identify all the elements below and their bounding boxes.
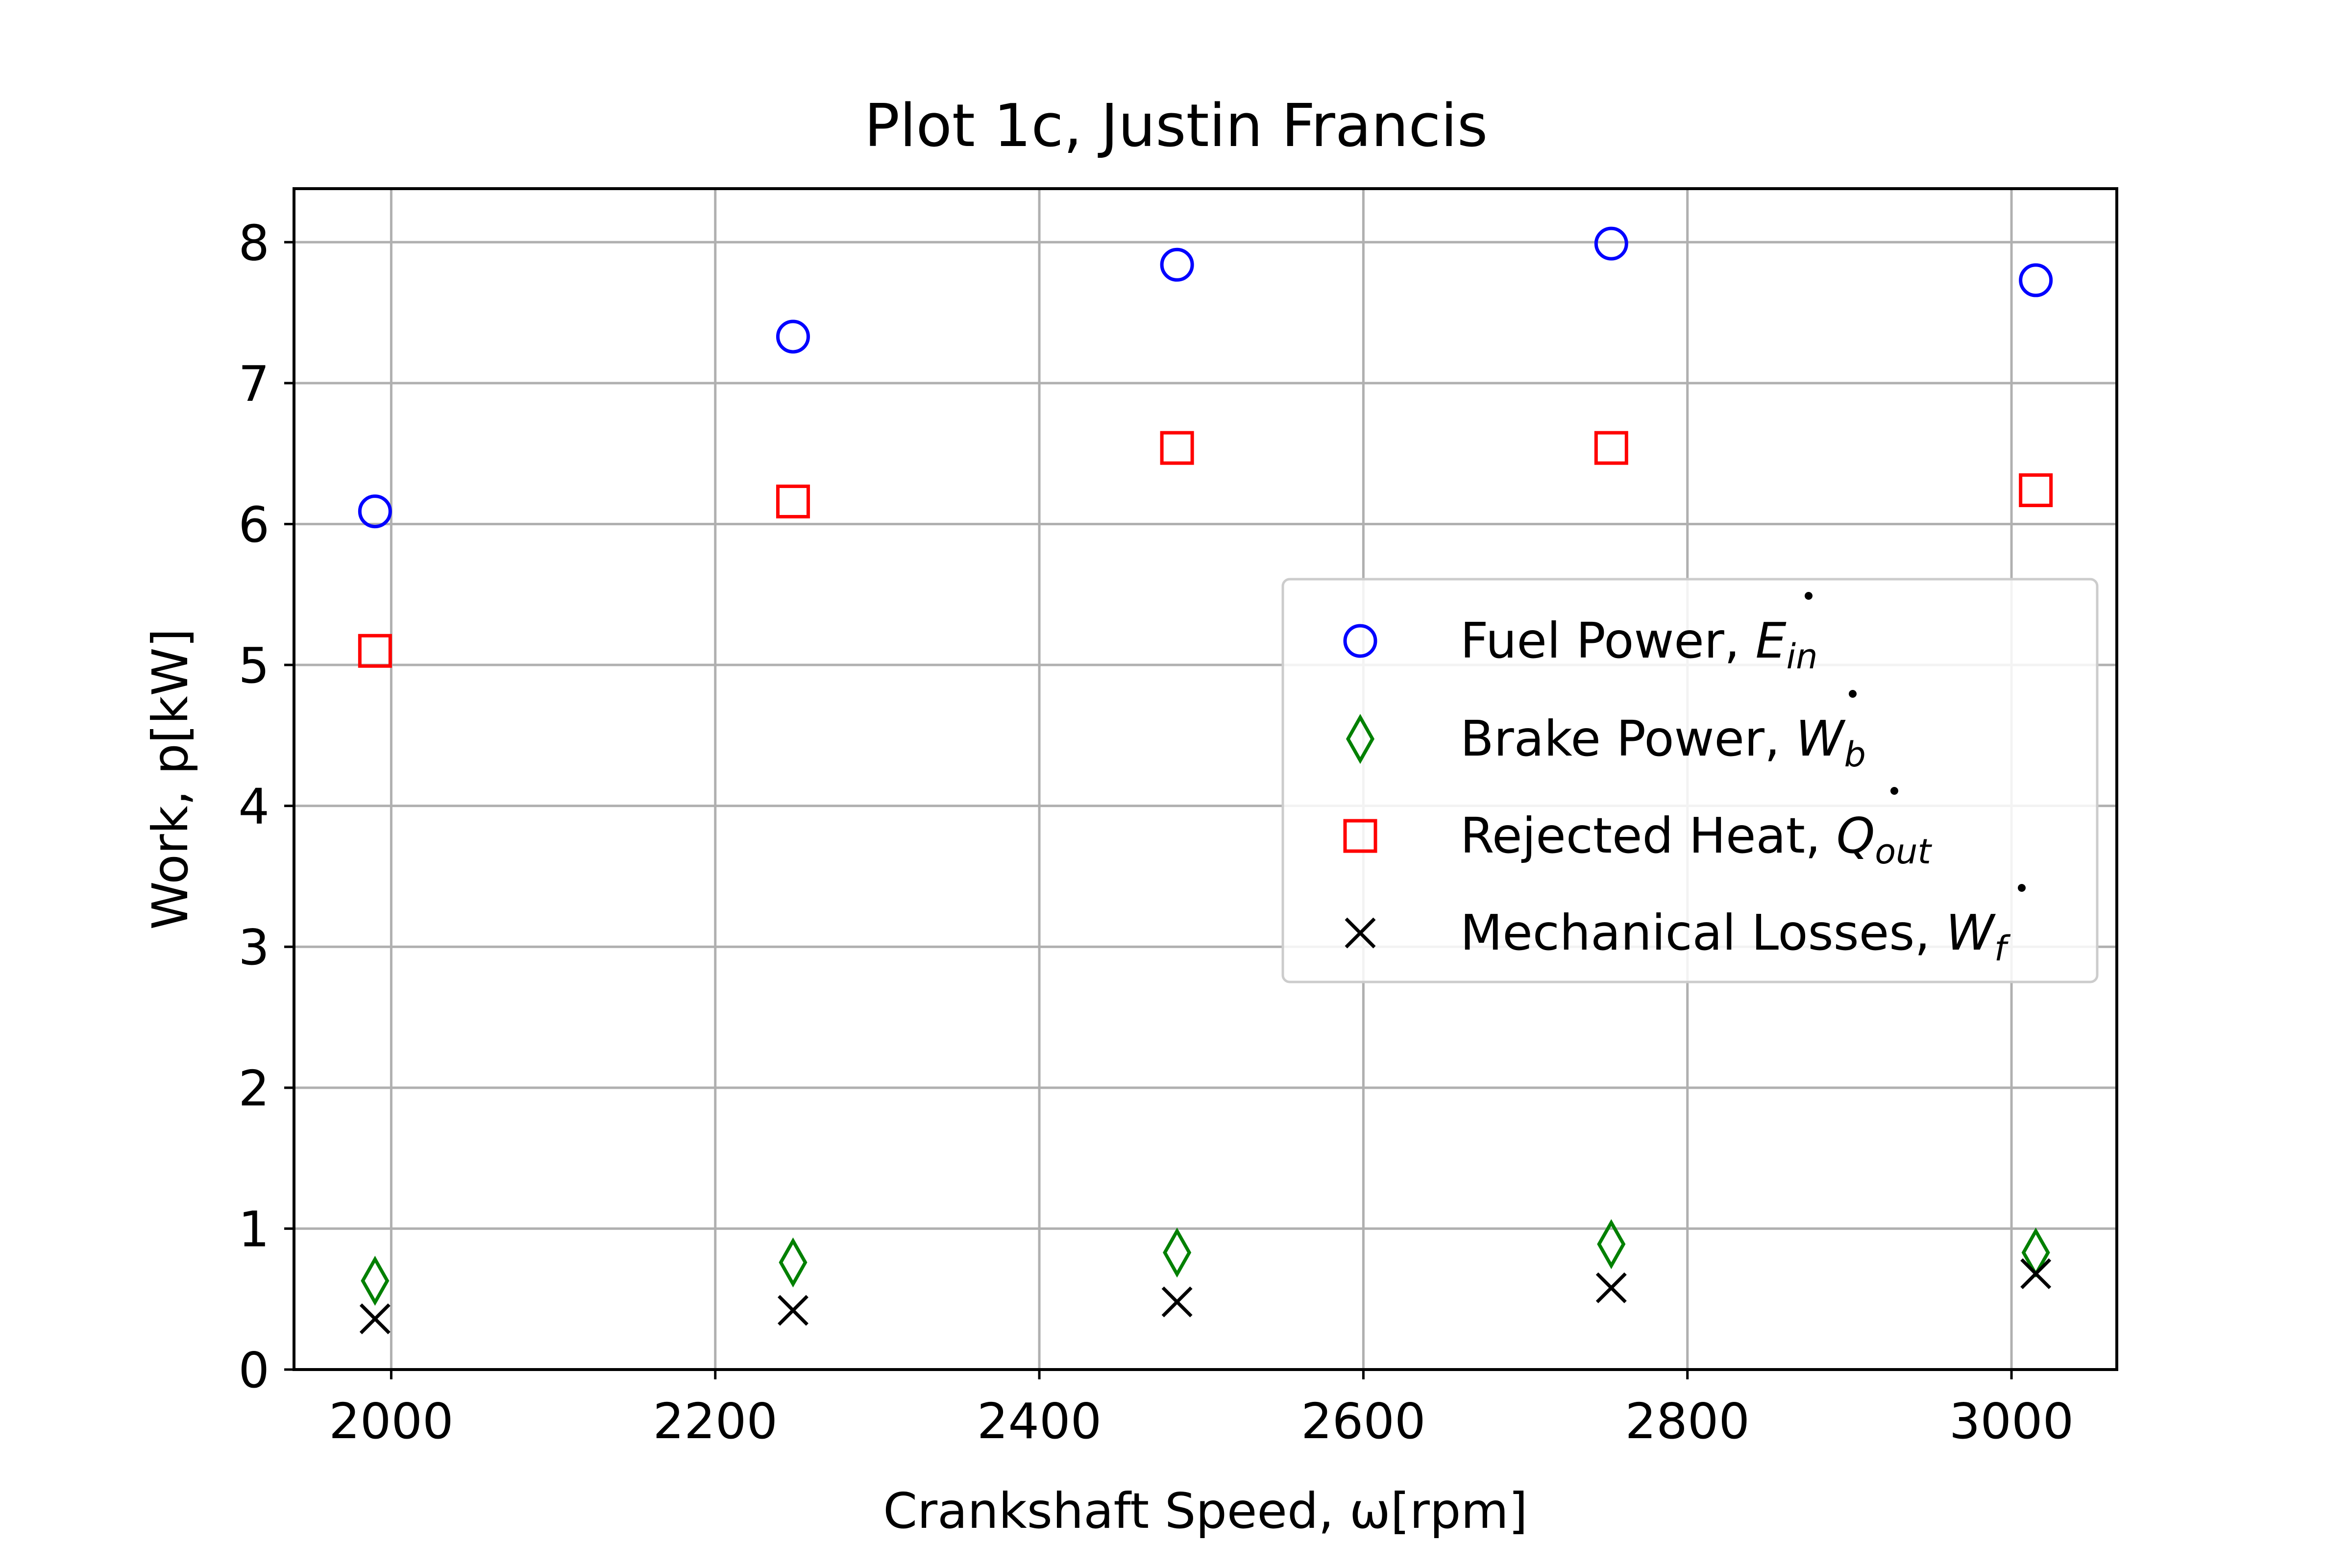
x-tick-label: 3000 [1949,1393,2074,1450]
legend-label-mech: Mechanical Losses, Wf [1460,904,2011,969]
legend: Fuel Power, Ein Brake Power, Wb Rejected H… [1281,578,2099,983]
y-tick-label: 6 [238,496,270,553]
fuel-point [358,494,392,529]
brake-point [1163,1227,1192,1278]
legend-marker-brake [1346,713,1375,764]
brake-point [361,1255,390,1306]
fuel-point [1160,247,1194,282]
legend-box [1281,578,2099,983]
y-axis-label: Work, p[kW] [142,628,199,930]
y-tick-label: 4 [238,778,270,835]
legend-label-fuel: Fuel Power, Ein [1460,612,1817,677]
fuel-point [2019,263,2053,297]
y-tick-label: 3 [238,919,270,976]
legend-dot-accent [2018,884,2026,892]
legend-marker-mech [1345,917,1376,949]
y-tick-label: 7 [238,355,270,413]
mech-point [777,1295,808,1326]
x-tick-label: 2000 [329,1393,454,1450]
heat-point [776,484,810,518]
y-tick-label: 1 [238,1200,270,1258]
chart-title: Plot 1c, Justin Francis [864,92,1488,160]
brake-point [1597,1219,1626,1270]
legend-label-heat: Rejected Heat, Qout [1460,807,1932,872]
x-tick-label: 2400 [977,1393,1102,1450]
legend-dot-accent [1890,787,1898,795]
y-tick-label: 8 [238,214,270,271]
y-tick-label: 5 [238,637,270,694]
mech-point [1595,1272,1627,1303]
legend-marker-heat [1343,819,1377,853]
x-tick-label: 2600 [1301,1393,1426,1450]
heat-point [2019,473,2053,507]
mech-point [359,1303,391,1334]
legend-dot-accent [1849,690,1857,698]
legend-label-brake: Brake Power, Wb [1460,710,1866,775]
heat-point [1594,431,1628,465]
x-tick-label: 2800 [1625,1393,1750,1450]
fuel-point [1594,226,1628,261]
brake-point [779,1237,808,1288]
legend-marker-fuel [1343,624,1377,658]
data-marks [358,226,2053,1334]
legend-dot-accent [1805,592,1813,600]
x-axis-label: Crankshaft Speed, ω[rpm] [883,1482,1528,1540]
heat-point [1160,431,1194,465]
mech-point [1161,1286,1193,1318]
fuel-point [776,319,810,354]
x-tick-label: 2200 [653,1393,778,1450]
mech-point [2020,1258,2052,1289]
y-tick-label: 2 [238,1060,270,1117]
y-tick-label: 0 [238,1342,270,1399]
plot-frame [293,187,2118,1371]
heat-point [358,634,392,668]
axis-ticks: 2000 2200 2400 2600 2800 3000 0 1 2 3 4 5 6 7 8 [238,214,2074,1450]
